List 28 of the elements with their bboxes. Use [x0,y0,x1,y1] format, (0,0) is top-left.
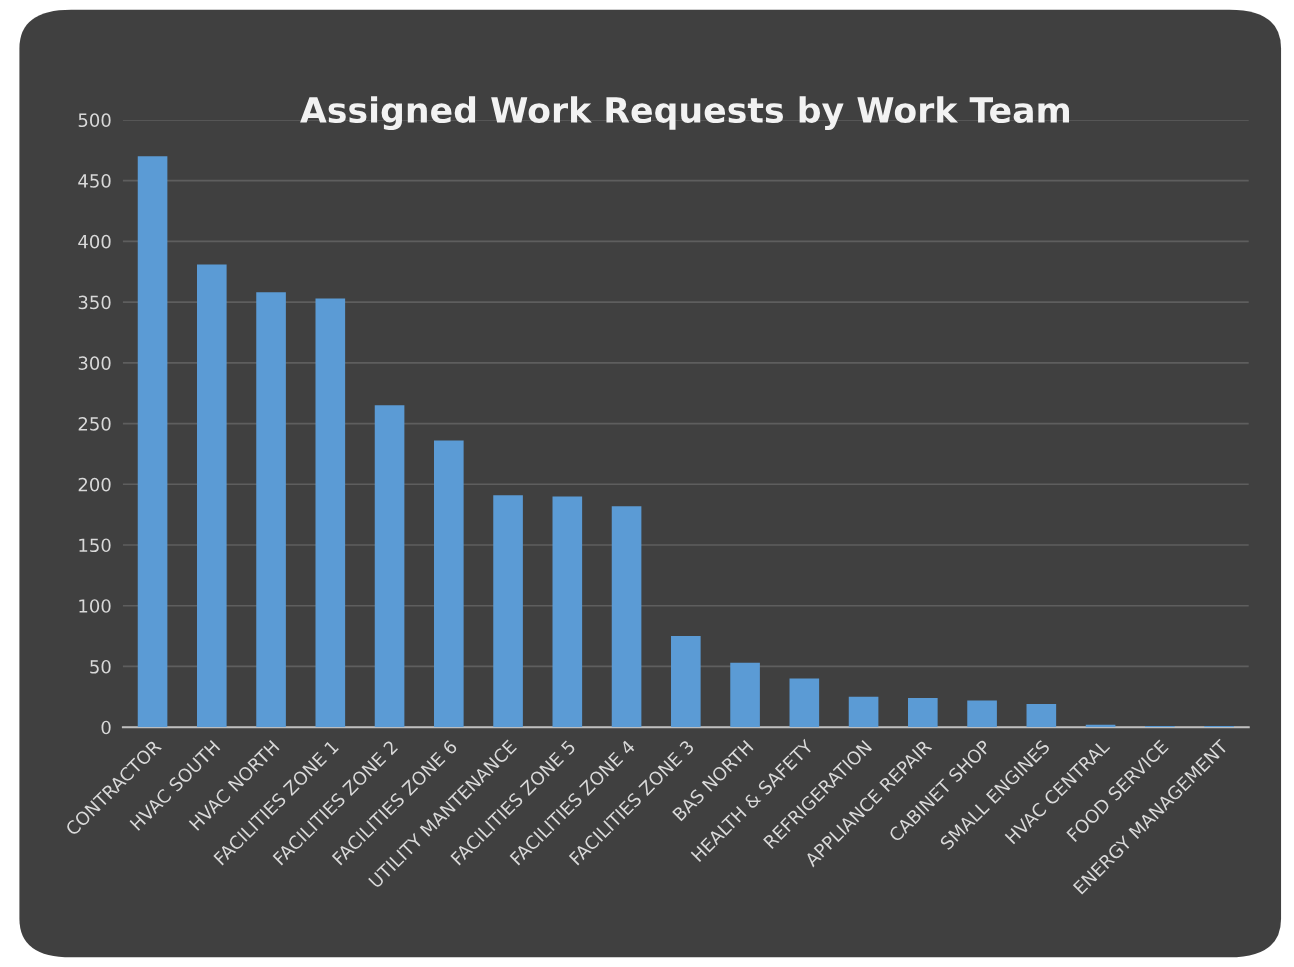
y-tick-label: 0 [101,720,111,735]
bar [315,298,346,728]
bar [967,700,997,728]
y-tick-label: 450 [78,174,111,188]
bar [1026,704,1057,728]
y-tick-label: 150 [79,538,111,553]
bar [908,698,938,728]
bar [434,440,464,728]
bar [730,662,760,728]
y-tick-label: 50 [90,659,111,674]
bar [671,636,701,728]
bar [256,292,286,728]
y-tick-label: 500 [78,113,111,128]
y-tick-label: 350 [78,295,111,310]
chart-title: Assigned Work Requests by Work Team [300,96,1069,131]
bar [611,506,642,728]
bar [137,156,168,728]
bar [848,696,879,728]
y-tick-label: 300 [78,356,111,370]
bar [789,678,820,728]
y-tick-label: 250 [78,417,111,431]
bar [374,405,405,728]
y-tick-label: 400 [78,234,111,249]
y-tick-label: 100 [79,599,111,613]
bar [196,264,227,728]
bar [493,495,523,728]
bar [552,496,583,728]
y-tick-label: 200 [78,477,111,492]
